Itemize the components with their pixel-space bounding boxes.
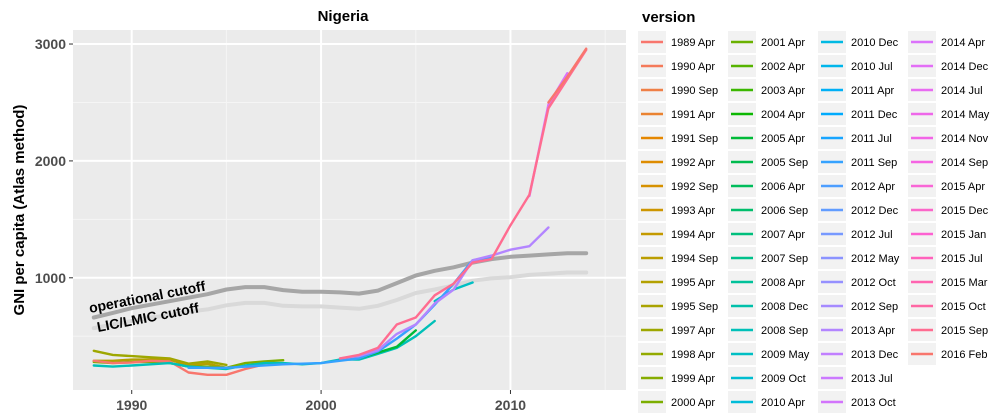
legend-label: 2012 Jul bbox=[851, 229, 893, 241]
legend-label: 1990 Sep bbox=[671, 85, 718, 97]
legend-label: 2012 Sep bbox=[851, 301, 898, 313]
legend-label: 2015 Dec bbox=[941, 205, 989, 217]
legend-label: 2015 Oct bbox=[941, 301, 986, 313]
plot-panel bbox=[73, 30, 626, 390]
legend-label: 2008 Dec bbox=[761, 301, 809, 313]
legend-title: version bbox=[642, 9, 695, 26]
series-line bbox=[92, 359, 266, 376]
series-layer bbox=[92, 47, 588, 376]
legend-label: 2015 Mar bbox=[941, 277, 988, 289]
legend-label: 2011 Dec bbox=[851, 109, 898, 121]
series-line bbox=[92, 349, 228, 367]
legend-label: 2011 Apr bbox=[851, 85, 895, 97]
threshold-line bbox=[91, 270, 589, 331]
legend-label: 2011 Sep bbox=[851, 157, 897, 169]
legend-label: 2016 Feb bbox=[941, 349, 987, 361]
legend-label: 1999 Apr bbox=[671, 373, 715, 385]
legend-label: 2015 Apr bbox=[941, 181, 985, 193]
legend-label: 2001 Apr bbox=[761, 37, 805, 49]
series-line bbox=[338, 48, 588, 360]
threshold-layer bbox=[91, 251, 589, 331]
x-tick-label: 2010 bbox=[495, 397, 526, 413]
legend-label: 2006 Sep bbox=[761, 205, 808, 217]
legend-label: 2014 Dec bbox=[941, 61, 989, 73]
x-tick-label: 2000 bbox=[306, 397, 337, 413]
legend-label: 2014 Jul bbox=[941, 85, 983, 97]
legend-label: 1991 Apr bbox=[671, 109, 715, 121]
y-axis-title: GNI per capita (Atlas method) bbox=[11, 105, 28, 316]
legend-label: 2009 Oct bbox=[761, 373, 806, 385]
legend-label: 2012 May bbox=[851, 253, 900, 265]
legend-label: 2015 Sep bbox=[941, 325, 988, 337]
axis-layer: 1000 2000 3000 1990 2000 2010 bbox=[35, 36, 526, 413]
x-tick-label: 1990 bbox=[116, 397, 147, 413]
legend-label: 2011 Jul bbox=[851, 133, 892, 145]
legend-label: 2014 May bbox=[941, 109, 990, 121]
chart-title: Nigeria bbox=[318, 8, 370, 25]
legend-label: 2005 Apr bbox=[761, 133, 805, 145]
legend-label: 2007 Sep bbox=[761, 253, 808, 265]
legend-label: 1989 Apr bbox=[671, 37, 715, 49]
legend-label: 2014 Nov bbox=[941, 133, 989, 145]
legend-label: 2015 Jul bbox=[941, 253, 983, 265]
legend-label: 1997 Apr bbox=[671, 325, 715, 337]
legend-label: 2013 Apr bbox=[851, 325, 895, 337]
legend-label: 1995 Sep bbox=[671, 301, 718, 313]
legend-label: 1990 Apr bbox=[671, 61, 715, 73]
y-tick-label: 3000 bbox=[35, 36, 66, 52]
legend-label: 1991 Sep bbox=[671, 133, 718, 145]
legend-label: 2010 Apr bbox=[761, 397, 805, 409]
legend-label: 2005 Sep bbox=[761, 157, 808, 169]
legend-label: 2013 Dec bbox=[851, 349, 899, 361]
legend-label: 2013 Oct bbox=[851, 397, 896, 409]
legend-label: 2012 Apr bbox=[851, 181, 895, 193]
legend-label: 2007 Apr bbox=[761, 229, 805, 241]
legend-label: 2010 Dec bbox=[851, 37, 899, 49]
legend-label: 2008 Apr bbox=[761, 277, 805, 289]
legend-label: 2012 Dec bbox=[851, 205, 899, 217]
legend-label: 2009 May bbox=[761, 349, 810, 361]
legend-label: 2014 Apr bbox=[941, 37, 985, 49]
legend-label: 2002 Apr bbox=[761, 61, 805, 73]
legend-label: 2010 Jul bbox=[851, 61, 893, 73]
series-line bbox=[547, 47, 588, 104]
series-line bbox=[338, 226, 550, 360]
legend-label: 2004 Apr bbox=[761, 109, 805, 121]
grid-layer bbox=[73, 30, 626, 390]
legend-label: 1995 Apr bbox=[671, 277, 715, 289]
legend-label: 1992 Apr bbox=[671, 157, 715, 169]
legend-label: 1993 Apr bbox=[671, 205, 715, 217]
legend-label: 2000 Apr bbox=[671, 397, 715, 409]
legend-label: 2006 Apr bbox=[761, 181, 805, 193]
y-tick-label: 2000 bbox=[35, 153, 66, 169]
legend-label: 1994 Apr bbox=[671, 229, 715, 241]
legend-label: 1998 Apr bbox=[671, 349, 715, 361]
legend-label: 1994 Sep bbox=[671, 253, 718, 265]
legend-label: 2008 Sep bbox=[761, 325, 808, 337]
series-line bbox=[92, 358, 228, 369]
legend: 1989 Apr 1990 Apr 1990 Sep 1991 Apr 1991 Sep… bbox=[638, 31, 990, 413]
legend-label: 2003 Apr bbox=[761, 85, 805, 97]
legend-label: 2012 Oct bbox=[851, 277, 896, 289]
legend-label: 2014 Sep bbox=[941, 157, 988, 169]
legend-label: 1992 Sep bbox=[671, 181, 718, 193]
y-tick-label: 1000 bbox=[35, 270, 66, 286]
threshold-line bbox=[91, 251, 589, 320]
legend-label: 2013 Jul bbox=[851, 373, 893, 385]
legend-label: 2015 Jan bbox=[941, 229, 986, 241]
